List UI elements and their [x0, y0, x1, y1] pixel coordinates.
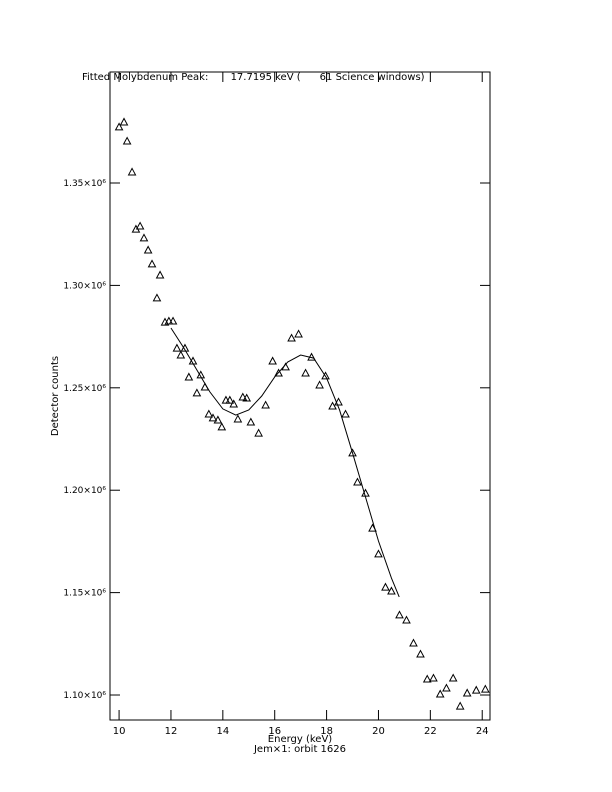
data-point — [242, 393, 252, 402]
data-point — [184, 372, 194, 381]
data-point — [416, 649, 425, 658]
data-point — [328, 401, 337, 410]
x-tick-label: 24 — [476, 726, 489, 737]
data-point — [143, 245, 153, 254]
data-point — [261, 400, 270, 409]
data-point — [254, 428, 263, 437]
data-point — [294, 329, 303, 338]
data-point — [164, 316, 174, 325]
data-point — [374, 549, 383, 558]
data-point — [442, 683, 451, 692]
data-point — [462, 688, 472, 697]
fit-line — [170, 327, 400, 598]
data-point — [409, 638, 418, 647]
data-point — [213, 415, 223, 424]
plot-frame — [109, 71, 491, 721]
data-point — [381, 582, 390, 591]
x-tick-label: 14 — [216, 726, 229, 737]
data-point — [208, 413, 218, 422]
data-point — [448, 673, 458, 682]
x-tick-label: 10 — [113, 726, 126, 737]
data-point — [422, 674, 432, 683]
data-point — [172, 343, 182, 352]
data-point — [287, 333, 296, 342]
y-tick-label: 1.10×10⁶ — [63, 691, 106, 701]
y-tick-label: 1.20×10⁶ — [63, 486, 106, 496]
data-point — [229, 399, 239, 408]
data-point — [225, 395, 235, 404]
data-point — [192, 388, 202, 397]
data-point — [301, 368, 310, 377]
data-point — [455, 701, 465, 710]
data-point — [135, 221, 145, 230]
x-tick-label: 20 — [372, 726, 385, 737]
y-tick-label: 1.15×10⁶ — [63, 589, 106, 599]
data-point — [155, 270, 165, 279]
data-point — [315, 380, 324, 389]
data-point — [127, 167, 137, 176]
y-axis-label: Detector counts — [50, 356, 61, 436]
data-point — [395, 610, 404, 619]
data-point — [147, 259, 157, 268]
data-point — [348, 448, 357, 457]
data-point — [176, 350, 186, 359]
data-point — [204, 409, 214, 418]
data-point — [152, 293, 162, 302]
data-point — [238, 392, 248, 401]
y-tick-label: 1.30×10⁶ — [63, 281, 106, 291]
x-tick-label: 16 — [268, 726, 281, 737]
data-point — [233, 414, 243, 423]
data-point — [321, 371, 330, 380]
x-tick-label: 18 — [320, 726, 333, 737]
data-point — [353, 477, 362, 486]
data-point — [274, 368, 283, 377]
x-tick-label: 12 — [165, 726, 178, 737]
data-point — [429, 673, 438, 682]
y-tick-label: 1.25×10⁶ — [63, 384, 106, 394]
data-point — [361, 488, 370, 497]
data-point — [435, 689, 445, 698]
data-point — [471, 685, 481, 694]
data-point — [387, 586, 396, 595]
data-point — [119, 117, 129, 126]
data-point — [114, 122, 124, 131]
data-point — [217, 422, 227, 431]
data-point — [334, 397, 343, 406]
data-point — [402, 615, 411, 624]
x-axis-label: Energy (keV) — [268, 734, 333, 745]
data-point — [268, 356, 277, 365]
data-point — [341, 409, 350, 418]
x-tick-label: 22 — [424, 726, 437, 737]
data-point — [168, 316, 178, 325]
data-point — [122, 136, 132, 145]
data-point — [139, 233, 149, 242]
data-point — [196, 370, 206, 379]
data-point — [246, 417, 256, 426]
y-tick-label: 1.35×10⁶ — [63, 179, 106, 189]
subtitle: Jem×1: orbit 1626 — [253, 744, 346, 755]
data-point — [480, 684, 490, 693]
chart-title: Fitted Molybdenum Peak: 17.7195 keV ( 61… — [82, 72, 425, 83]
